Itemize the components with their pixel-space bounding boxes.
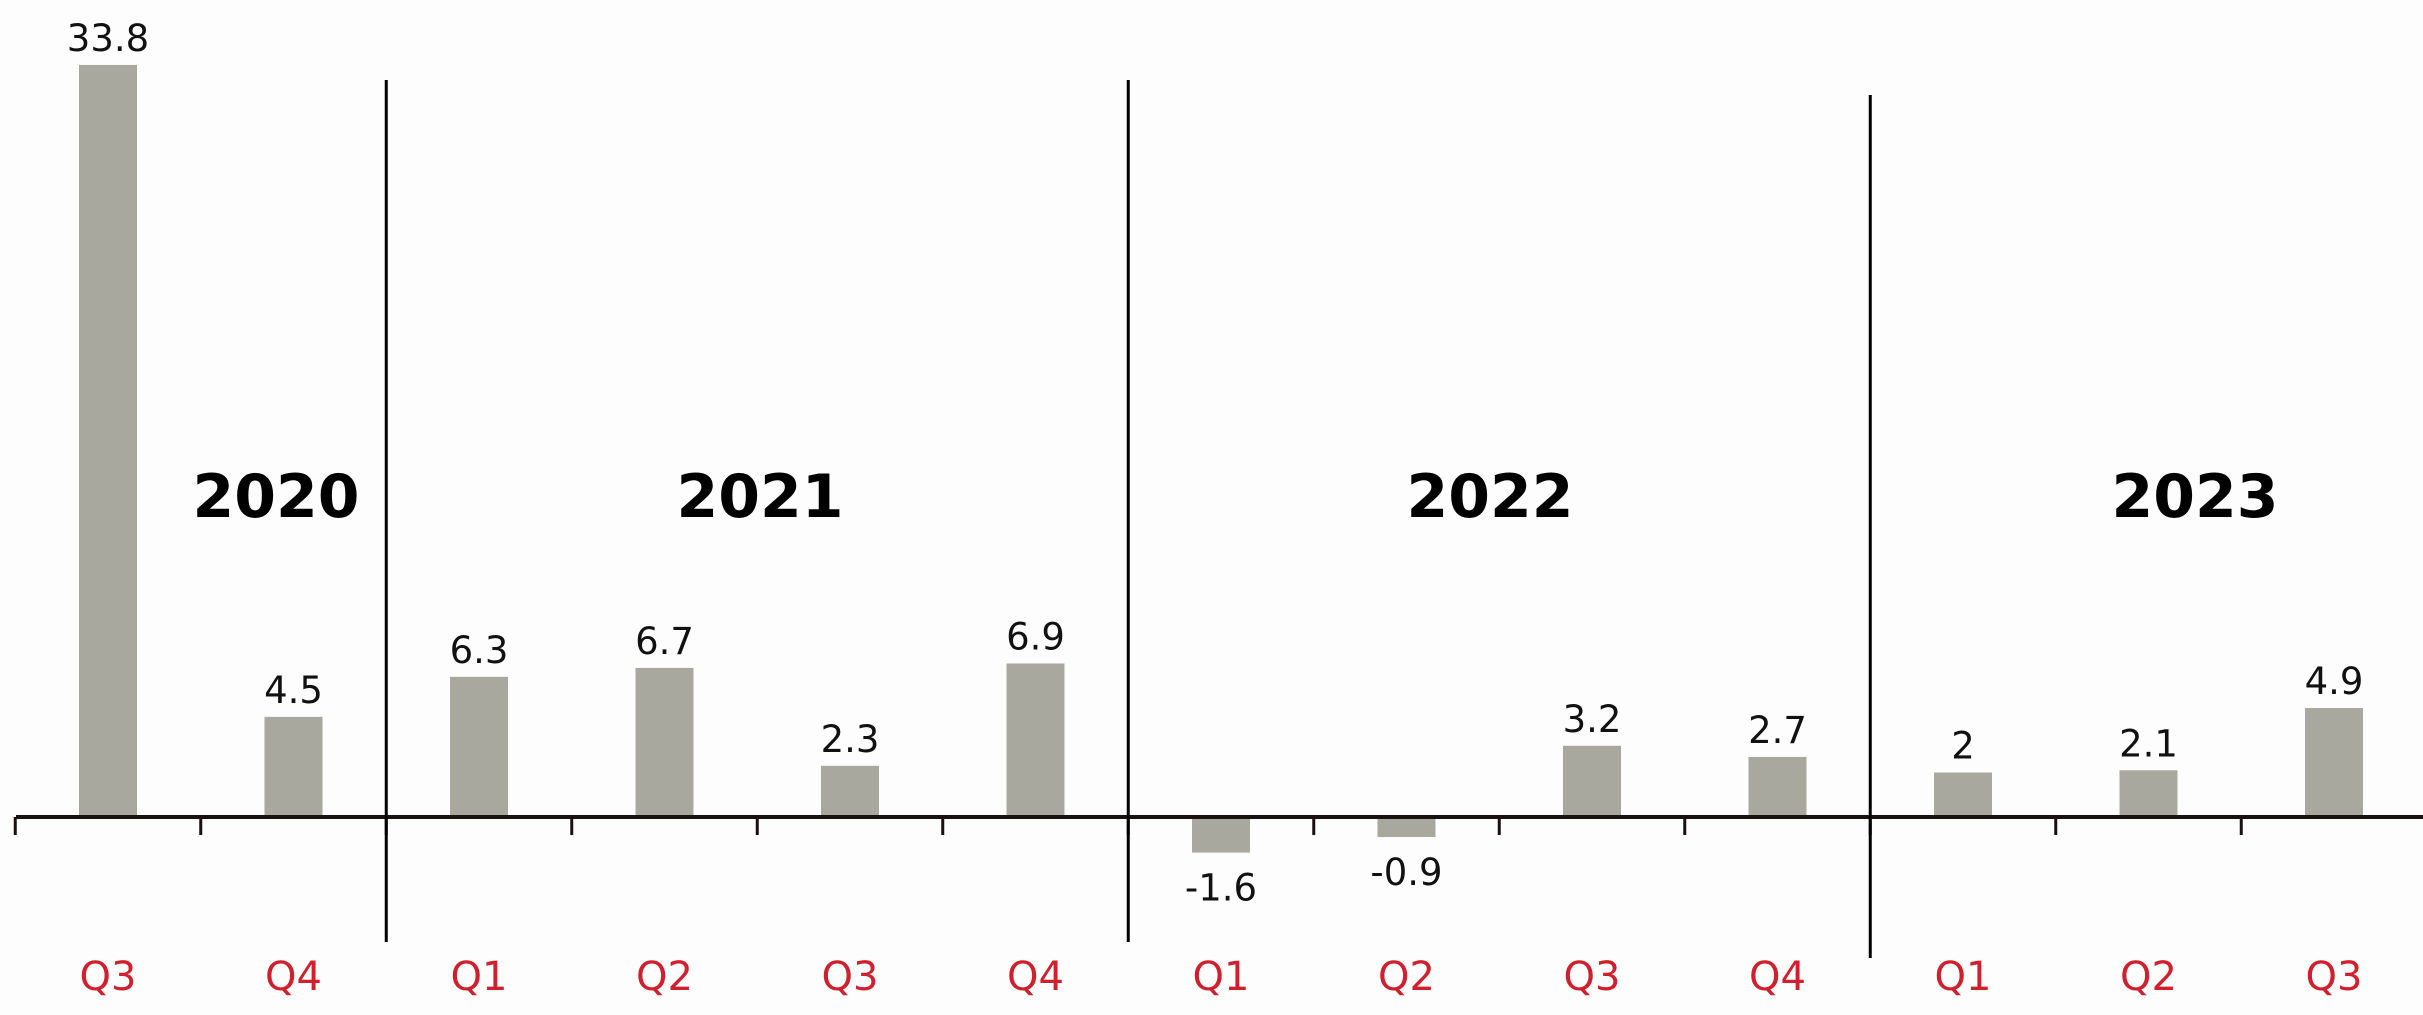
quarter-label-2: Q1 (451, 954, 508, 1000)
bar-10 (1934, 772, 1992, 817)
bar-3 (635, 667, 694, 817)
value-label-8: 3.2 (1563, 698, 1622, 741)
quarter-label-8: Q3 (1564, 954, 1621, 1000)
bar-7 (1377, 817, 1436, 838)
value-label-9: 2.7 (1748, 709, 1807, 752)
value-label-2: 6.3 (450, 629, 509, 672)
bar-12 (2305, 707, 2363, 817)
bar-6 (1192, 817, 1250, 853)
year-label-2020: 2020 (193, 462, 360, 532)
year-label-2022: 2022 (1407, 462, 1574, 532)
quarter-label-3: Q2 (636, 954, 693, 1000)
bar-9 (1748, 756, 1807, 817)
bar-5 (1006, 663, 1065, 817)
bar-1 (264, 716, 323, 817)
value-label-10: 2 (1951, 725, 1975, 768)
value-label-0: 33.8 (67, 17, 149, 60)
year-label-2023: 2023 (2112, 462, 2279, 532)
quarter-label-1: Q4 (265, 954, 322, 1000)
quarter-label-0: Q3 (80, 954, 137, 1000)
quarter-label-4: Q3 (822, 954, 879, 1000)
quarter-label-11: Q2 (2120, 954, 2177, 1000)
year-label-2021: 2021 (677, 462, 844, 532)
value-label-4: 2.3 (821, 718, 880, 761)
quarter-label-5: Q4 (1007, 954, 1064, 1000)
quarter-label-10: Q1 (1935, 954, 1992, 1000)
value-label-3: 6.7 (635, 620, 694, 663)
value-label-7: -0.9 (1370, 851, 1442, 894)
bar-2 (450, 676, 508, 817)
value-label-1: 4.5 (264, 669, 323, 712)
quarter-label-9: Q4 (1749, 954, 1806, 1000)
quarter-label-7: Q2 (1378, 954, 1435, 1000)
bar-8 (1563, 745, 1621, 817)
value-label-11: 2.1 (2119, 722, 2178, 765)
value-label-12: 4.9 (2305, 660, 2364, 703)
value-label-6: -1.6 (1185, 867, 1257, 910)
value-label-5: 6.9 (1006, 615, 1065, 658)
quarter-label-6: Q1 (1193, 954, 1250, 1000)
bar-0 (79, 64, 137, 817)
bar-11 (2119, 770, 2178, 817)
quarter-label-12: Q3 (2306, 954, 2363, 1000)
bar-4 (821, 765, 879, 817)
